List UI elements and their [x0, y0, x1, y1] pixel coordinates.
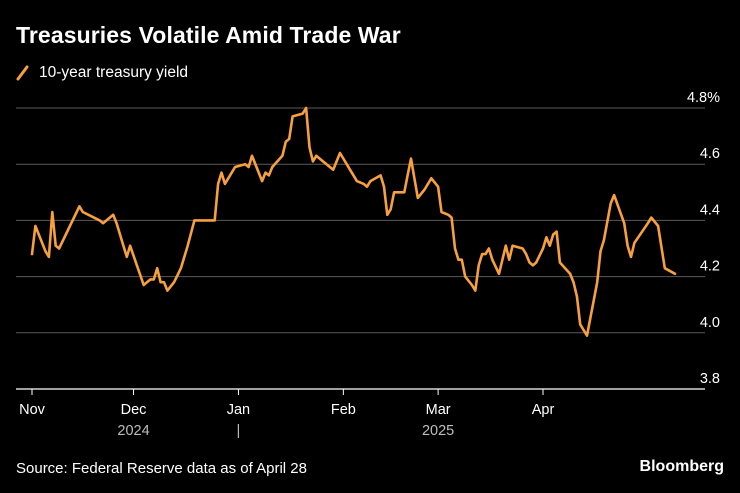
x-tick-label: Jan: [227, 402, 250, 418]
legend-swatch-icon: [16, 64, 30, 82]
y-tick-label: 4.8%: [687, 90, 720, 106]
series-line-10-year-treasury-yield: [30, 106, 677, 337]
year-label: 2025: [422, 423, 454, 439]
y-tick-label: 3.8: [700, 371, 720, 387]
y-tick-label: 4.6: [700, 146, 720, 162]
x-tick-label: Apr: [532, 402, 555, 418]
x-tick-label: Dec: [121, 402, 147, 418]
y-tick-label: 4.4: [700, 202, 720, 218]
y-tick-label: 4.2: [700, 259, 720, 275]
x-axis-years: 2024 2025 |: [117, 423, 454, 439]
chart-title: Treasuries Volatile Amid Trade War: [16, 22, 401, 48]
x-tick-label: Mar: [426, 402, 451, 418]
gridlines: [16, 107, 705, 390]
year-separator: |: [237, 423, 241, 439]
y-tick-label: 4.0: [700, 315, 720, 331]
x-tick-label: Feb: [331, 402, 356, 418]
year-label: 2024: [117, 423, 149, 439]
x-axis-ticks: Nov Dec Jan Feb Mar Apr: [19, 389, 554, 418]
legend: 10-year treasury yield: [16, 64, 188, 82]
y-axis-ticks: 4.8% 4.6 4.4 4.2 4.0 3.8: [687, 90, 720, 387]
x-tick-label: Nov: [19, 402, 46, 418]
legend-label: 10-year treasury yield: [39, 64, 189, 81]
brand-logo: Bloomberg: [639, 458, 724, 475]
source-note: Source: Federal Reserve data as of April…: [16, 460, 307, 477]
